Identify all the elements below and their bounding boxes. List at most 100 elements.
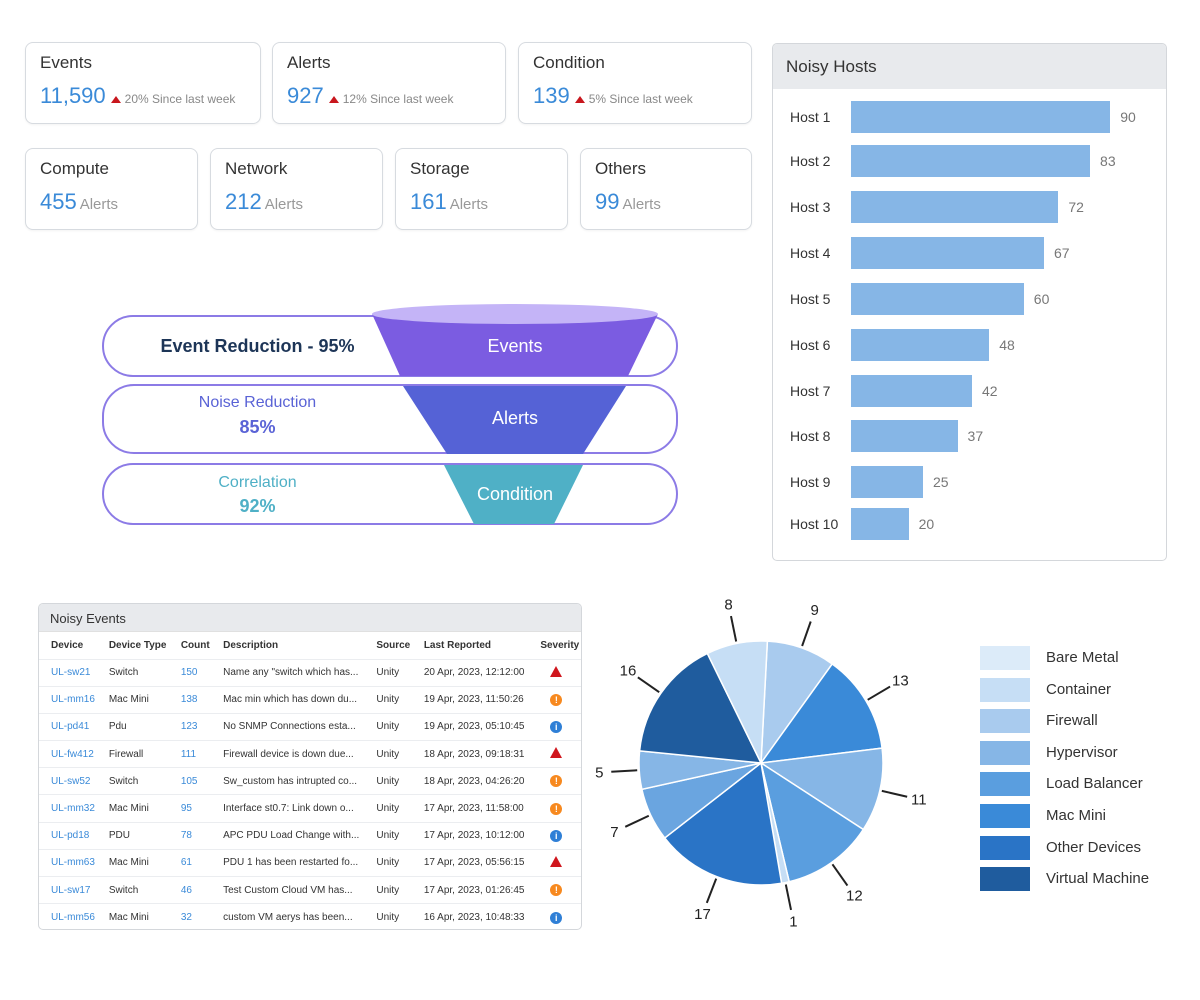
condition-card[interactable]: Condition 139 5% Since last week: [518, 42, 752, 124]
table-row[interactable]: UL-sw21 Switch 150 Name any "switch which h…: [39, 658, 581, 687]
pie-slice[interactable]: [759, 761, 865, 883]
host-bar[interactable]: [851, 101, 1111, 133]
events-card[interactable]: Events 11,590 20% Since last week: [25, 42, 261, 124]
column-header[interactable]: Device: [51, 639, 84, 651]
pie-leader-line: [624, 814, 650, 828]
count-link[interactable]: 78: [168, 821, 212, 850]
device-link[interactable]: UL-sw52: [39, 767, 97, 795]
legend-item[interactable]: Other Devices: [980, 835, 1180, 860]
host-bar[interactable]: [851, 466, 923, 498]
legend-item[interactable]: Load Balancer: [980, 772, 1180, 797]
table-row[interactable]: UL-mm56 Mac Mini 32 custom VM aerys has bee…: [39, 903, 581, 929]
table-row[interactable]: UL-fw412 Firewall 111 Firewall device is do…: [39, 740, 581, 768]
device-link[interactable]: UL-fw412: [39, 740, 97, 768]
pie-data-label: 1: [789, 914, 797, 931]
pie-slice[interactable]: [638, 652, 763, 764]
count-link[interactable]: 111: [168, 740, 212, 768]
network-card[interactable]: Network 212 Alerts: [210, 148, 383, 230]
device-link[interactable]: UL-sw17: [39, 875, 97, 904]
others-card[interactable]: Others 99 Alerts: [580, 148, 752, 230]
legend-item[interactable]: Firewall: [980, 709, 1180, 734]
count-link[interactable]: 138: [168, 685, 212, 714]
description: Test Custom Cloud VM has...: [211, 875, 365, 904]
source: Unity: [364, 767, 412, 795]
event-reduction-label: Event Reduction - 95%: [160, 336, 355, 356]
legend-item[interactable]: Mac Mini: [980, 804, 1180, 828]
host-bar-row: Host 10 20: [773, 508, 1166, 540]
device-link[interactable]: UL-mm56: [39, 903, 97, 929]
count-link[interactable]: 123: [168, 712, 212, 741]
host-bar-row: Host 1 90: [773, 101, 1166, 133]
column-header[interactable]: Device Type: [108, 639, 167, 651]
host-value: 25: [933, 474, 949, 490]
legend-item[interactable]: Bare Metal: [980, 646, 1180, 670]
device-type: Mac Mini: [96, 685, 169, 714]
count-link[interactable]: 46: [168, 875, 212, 904]
pie-leader-line: [611, 769, 638, 773]
table-row[interactable]: UL-mm32 Mac Mini 95 Interface st0.7: Link d…: [39, 794, 581, 823]
pie-leader-line: [729, 615, 738, 642]
alerts-card[interactable]: Alerts 927 12% Since last week: [272, 42, 506, 124]
column-header[interactable]: Last Reported: [423, 639, 492, 651]
host-bar[interactable]: [851, 508, 909, 540]
host-bar[interactable]: [851, 145, 1091, 177]
column-header[interactable]: Count: [180, 639, 210, 651]
count-link[interactable]: 150: [168, 658, 212, 687]
legend-swatch: [980, 677, 1030, 702]
host-bar[interactable]: [851, 283, 1024, 315]
pie-slice[interactable]: [663, 761, 783, 886]
legend-item[interactable]: Container: [980, 677, 1180, 702]
host-bar[interactable]: [851, 329, 990, 361]
device-link[interactable]: UL-pd18: [39, 821, 97, 850]
table-row[interactable]: UL-mm16 Mac Mini 138 Mac min which has down…: [39, 685, 581, 714]
trend-up-icon: [328, 96, 339, 103]
legend-swatch: [980, 740, 1030, 765]
pie-leader-line: [705, 878, 718, 904]
table-row[interactable]: UL-sw17 Switch 46 Test Custom Cloud VM has.…: [39, 875, 581, 904]
table-row[interactable]: UL-mm63 Mac Mini 61 PDU 1 has been restarte…: [39, 848, 581, 877]
count-link[interactable]: 95: [168, 794, 212, 823]
device-link[interactable]: UL-mm16: [39, 685, 97, 714]
column-header[interactable]: Source: [376, 639, 411, 651]
count-link[interactable]: 32: [168, 903, 212, 929]
pie-slice[interactable]: [759, 662, 883, 764]
last-reported: 18 Apr, 2023, 09:18:31: [411, 740, 529, 768]
host-value: 48: [999, 337, 1015, 353]
device-type: Switch: [96, 767, 169, 795]
funnel-segment-alerts: [403, 386, 626, 454]
count-link[interactable]: 61: [168, 848, 212, 877]
source: Unity: [364, 821, 412, 850]
column-header[interactable]: Severity: [540, 639, 580, 651]
noisy-events-panel: Noisy Events Device Device Type Count Descr…: [38, 603, 582, 930]
legend-item[interactable]: Hypervisor: [980, 740, 1180, 765]
pie-slice[interactable]: [758, 747, 884, 831]
host-bar[interactable]: [851, 237, 1044, 269]
device-link[interactable]: UL-sw21: [39, 658, 97, 687]
last-reported: 17 Apr, 2023, 11:58:00: [411, 794, 529, 823]
description: No SNMP Connections esta...: [211, 712, 365, 741]
host-bar[interactable]: [851, 420, 958, 452]
host-label: Host 4: [790, 245, 831, 261]
host-bar-row: Host 9 25: [773, 466, 1166, 498]
pie-data-label: 5: [595, 765, 603, 782]
count-link[interactable]: 105: [168, 767, 212, 795]
host-value: 83: [1100, 153, 1116, 169]
device-link[interactable]: UL-mm63: [39, 848, 97, 877]
last-reported: 17 Apr, 2023, 10:12:00: [411, 821, 529, 850]
device-link[interactable]: UL-mm32: [39, 794, 97, 823]
pie-leader-line: [801, 621, 812, 647]
source: Unity: [364, 685, 412, 714]
device-type: Firewall: [96, 740, 169, 768]
host-bar[interactable]: [851, 375, 972, 407]
device-link[interactable]: UL-pd41: [39, 712, 97, 741]
compute-card[interactable]: Compute 455 Alerts: [25, 148, 198, 230]
table-row[interactable]: UL-pd41 Pdu 123 No SNMP Connections esta...…: [39, 712, 581, 741]
column-header[interactable]: Description: [223, 639, 279, 651]
pie-slice[interactable]: [706, 640, 769, 766]
legend-item[interactable]: Virtual Machine: [980, 867, 1180, 892]
table-row[interactable]: UL-sw52 Switch 105 Sw_custom has intrupted …: [39, 767, 581, 795]
table-row[interactable]: UL-pd18 PDU 78 APC PDU Load Change with... U…: [39, 821, 581, 850]
storage-card[interactable]: Storage 161 Alerts: [395, 148, 568, 230]
host-bar[interactable]: [851, 191, 1059, 223]
stage-events: Events: [487, 336, 543, 356]
